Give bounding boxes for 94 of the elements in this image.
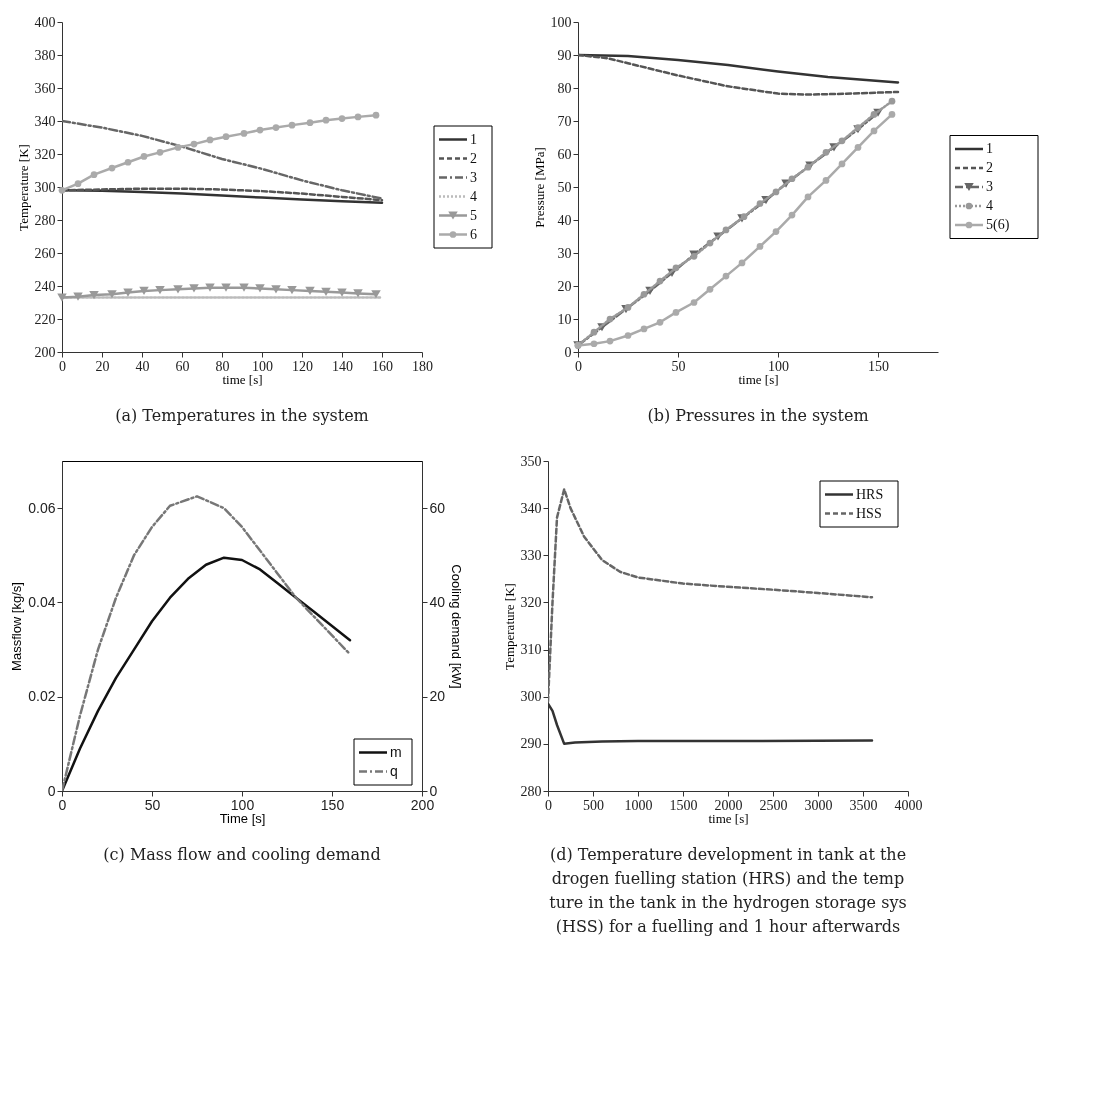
x-tick-label: 0 (58, 796, 67, 813)
x-tick-label: 1000 (624, 797, 653, 813)
x-axis-title: time [s] (738, 371, 779, 387)
y-tick-label: 30 (557, 245, 572, 261)
x-tick-label: 20 (95, 358, 110, 374)
x-tick-label: 140 (332, 358, 353, 374)
y-tick-label: 60 (557, 146, 572, 162)
y-tick-label: 100 (550, 14, 572, 30)
x-axis-title: Time [s] (219, 810, 266, 826)
y-tick-label: 90 (557, 47, 572, 63)
y-axis-title: Temperature [K] (15, 144, 31, 231)
legend-label: HRS (856, 486, 884, 502)
y-axis-title: Massflow [kg/s] (9, 582, 25, 671)
text: (c) Mass flow and cooling demand (103, 845, 381, 864)
x-tick-label: 40 (135, 358, 150, 374)
y-tick-label: 340 (520, 500, 542, 516)
legend-label: 5(6) (986, 217, 1010, 233)
y-tick-label: 350 (520, 453, 542, 469)
x-tick-label: 2500 (759, 797, 788, 813)
y-tick-label: 80 (557, 80, 572, 96)
y2-axis-title: Cooling demand [kW] (449, 564, 465, 689)
y-tick-label: 220 (34, 311, 56, 327)
x-tick-label: 60 (175, 358, 190, 374)
text: (d) Temperature development in tank at the drogen fuelling station (HRS) and the temp ture in the tank in the hydrogen storage sys (HSS) for a fuelling and 1 hour afterwards (549, 845, 907, 936)
x-tick-label: 0 (575, 358, 582, 374)
x-tick-label: 100 (768, 358, 789, 374)
legend-label: HSS (856, 505, 882, 521)
y-tick-label: 400 (34, 14, 56, 30)
x-tick-label: 50 (144, 796, 161, 813)
legend-label: 2 (470, 150, 477, 166)
y-tick-label: 0.02 (28, 688, 56, 705)
legend-label: m (390, 743, 402, 760)
y-tick-label: 260 (34, 245, 56, 261)
y-tick-label: 330 (520, 547, 542, 563)
y2-tick-label: 20 (429, 688, 446, 705)
x-tick-label: 180 (412, 358, 433, 374)
x-tick-label: 100 (230, 796, 255, 813)
y-tick-label: 290 (520, 736, 542, 752)
x-axis-title: time [s] (708, 810, 749, 826)
y-tick-label: 310 (520, 642, 542, 658)
y2-tick-label: 0 (429, 782, 438, 799)
y-tick-label: 300 (34, 179, 56, 195)
x-tick-label: 3500 (849, 797, 878, 813)
x-tick-label: 500 (583, 797, 604, 813)
y-tick-label: 0 (47, 782, 56, 799)
y-axis-title: Pressure [MPa] (531, 147, 547, 228)
y-tick-label: 10 (557, 311, 572, 327)
legend-label: 1 (470, 131, 477, 147)
y-axis-title: Temperature [K] (501, 583, 517, 670)
legend-label: 4 (986, 198, 993, 213)
y-tick-label: 360 (34, 80, 56, 96)
y-tick-label: 300 (520, 689, 542, 705)
text: (a) Temperatures in the system (115, 406, 369, 425)
y-tick-label: 340 (34, 113, 56, 129)
x-tick-label: 150 (320, 796, 345, 813)
x-axis-title: time [s] (222, 371, 263, 387)
legend-label: 2 (986, 160, 993, 175)
y-tick-label: 0.04 (28, 593, 56, 610)
x-tick-label: 120 (292, 358, 313, 374)
y-tick-label: 380 (34, 47, 56, 63)
legend-label: 4 (470, 188, 477, 204)
y-tick-label: 50 (557, 179, 572, 195)
y-tick-label: 70 (557, 113, 572, 129)
y-tick-label: 0 (564, 344, 572, 360)
y-tick-label: 280 (34, 212, 56, 228)
y-tick-label: 20 (557, 278, 572, 294)
x-tick-label: 0 (59, 358, 66, 374)
y-tick-label: 280 (520, 783, 542, 799)
legend-label: 5 (470, 207, 477, 223)
y-tick-label: 40 (557, 212, 572, 228)
legend-label: 6 (470, 226, 477, 242)
x-tick-label: 150 (868, 358, 889, 374)
y-tick-label: 200 (34, 344, 56, 360)
y-tick-label: 240 (34, 278, 56, 294)
x-tick-label: 1500 (669, 797, 698, 813)
x-tick-label: 160 (372, 358, 393, 374)
x-tick-label: 200 (410, 796, 435, 813)
text: (b) Pressures in the system (647, 406, 869, 425)
x-tick-label: 2000 (714, 797, 743, 813)
x-tick-label: 80 (215, 358, 230, 374)
x-tick-label: 4000 (894, 797, 923, 813)
legend-label: 1 (986, 141, 993, 156)
legend-label: q (390, 762, 398, 779)
x-tick-label: 100 (252, 358, 273, 374)
x-tick-label: 0 (545, 797, 552, 813)
y2-tick-label: 60 (429, 499, 446, 516)
y-tick-label: 320 (520, 594, 542, 610)
y-tick-label: 0.06 (28, 499, 56, 516)
y2-tick-label: 40 (429, 593, 446, 610)
x-tick-label: 50 (671, 358, 686, 374)
legend-label: 3 (986, 179, 993, 194)
y-tick-label: 320 (34, 146, 56, 162)
legend-label: 3 (470, 169, 477, 185)
x-tick-label: 3000 (804, 797, 833, 813)
